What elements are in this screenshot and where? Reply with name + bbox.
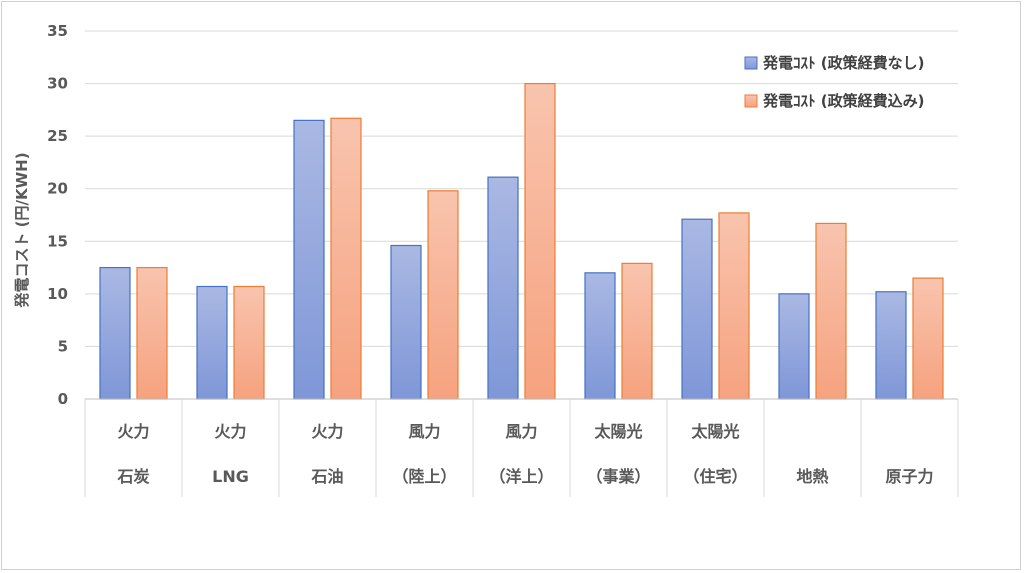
y-tick-label: 20 — [47, 180, 68, 198]
bar — [390, 244, 422, 400]
x-tick-label: 石炭 — [116, 467, 149, 486]
bar — [196, 285, 228, 400]
bar — [136, 266, 168, 400]
x-tick-label: 火力 — [311, 422, 343, 441]
y-tick-label: 30 — [47, 75, 68, 93]
x-tick-label: （洋上） — [489, 467, 553, 486]
y-tick-label: 25 — [47, 127, 68, 145]
bar — [875, 291, 907, 400]
y-tick-label: 10 — [47, 285, 68, 303]
bar — [427, 190, 459, 400]
y-tick-label: 0 — [58, 390, 68, 408]
bar — [815, 222, 847, 400]
bars — [99, 82, 944, 400]
x-tick-label: （陸上） — [392, 467, 456, 486]
legend-swatch — [744, 94, 758, 108]
bar — [584, 272, 616, 400]
y-tick-label: 15 — [47, 232, 68, 250]
bar — [293, 119, 325, 400]
x-tick-label: 火力 — [117, 422, 149, 441]
bar — [621, 262, 653, 400]
x-tick-label: （事業） — [586, 467, 650, 486]
bar — [778, 293, 810, 400]
bar — [233, 285, 265, 400]
x-tick-label: 太陽光 — [690, 422, 739, 441]
legend-swatch — [744, 56, 758, 70]
bar — [99, 266, 131, 400]
x-tick-label: 火力 — [214, 422, 246, 441]
x-tick-label: 風力 — [408, 422, 440, 441]
bar — [330, 117, 362, 400]
y-axis-label: 発電コスト (円/KWH) — [13, 152, 31, 308]
bar — [487, 176, 519, 400]
x-tick-label: 原子力 — [885, 467, 933, 486]
x-tick-label: LNG — [212, 467, 249, 486]
x-tick-label: 石油 — [310, 467, 343, 486]
y-tick-label: 35 — [47, 22, 68, 40]
gridlines — [85, 30, 958, 347]
x-tick-label: 太陽光 — [593, 422, 642, 441]
bar — [718, 212, 750, 400]
bar — [524, 82, 556, 400]
bar — [681, 218, 713, 400]
y-tick-label: 5 — [58, 337, 68, 355]
x-tick-label: 地熱 — [796, 467, 828, 486]
x-tick-label: （住宅） — [683, 467, 747, 486]
legend: 発電ｺｽﾄ (政策経費なし) 発電ｺｽﾄ (政策経費込み) — [744, 54, 924, 110]
bar — [912, 277, 944, 400]
legend-label: 発電ｺｽﾄ (政策経費なし) — [762, 54, 924, 72]
legend-label: 発電ｺｽﾄ (政策経費込み) — [762, 92, 924, 110]
x-tick-label: 風力 — [505, 422, 537, 441]
